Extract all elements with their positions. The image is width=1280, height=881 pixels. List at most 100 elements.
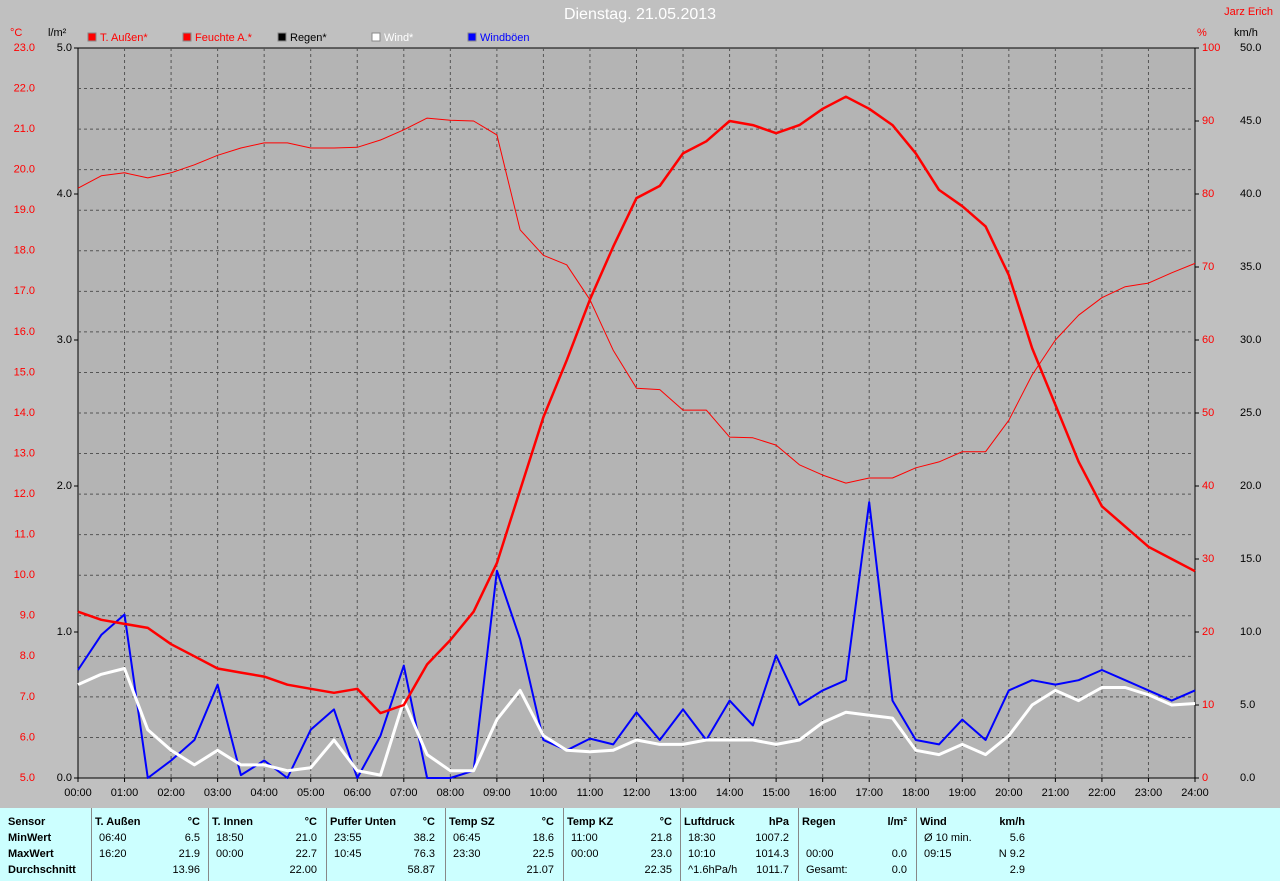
y-tick-label: 7.0: [20, 691, 35, 703]
x-tick-label: 05:00: [297, 787, 325, 799]
legend-swatch: [467, 32, 477, 42]
y-tick-label: 15.0: [14, 366, 35, 378]
cell-time: 23:55: [334, 832, 362, 844]
series-line: [77, 95, 1196, 715]
cell-value: 0.0: [891, 848, 907, 860]
y2-axis-label: %: [1197, 27, 1207, 39]
cell-time: 00:00: [216, 848, 244, 860]
y2-tick-label: 20: [1202, 626, 1214, 638]
cell-value: 18.6: [532, 832, 554, 844]
x-tick-label: 13:00: [669, 787, 697, 799]
x-tick-label: 16:00: [809, 787, 837, 799]
y-tick-label: 16.0: [14, 326, 35, 338]
x-tick-label: 10:00: [530, 787, 558, 799]
row-label: Sensor: [8, 816, 46, 828]
y-tick-label: 14.0: [14, 407, 35, 419]
x-tick-label: 02:00: [157, 787, 185, 799]
cell-time: 23:30: [453, 848, 481, 860]
legend-label: Windböen: [480, 32, 530, 44]
cell-time: ^1.6hPa/h: [688, 864, 738, 876]
y2-tick-label: 50: [1202, 407, 1214, 419]
y-tick-label: 12.0: [14, 488, 35, 500]
y3-tick-label: 3.0: [57, 334, 72, 346]
x-tick-label: 03:00: [204, 787, 232, 799]
cell-value: 21.07: [526, 864, 554, 876]
y2-tick-label: 70: [1202, 261, 1214, 273]
cell-time: 18:50: [216, 832, 244, 844]
x-tick-label: 12:00: [623, 787, 651, 799]
cell-time: 06:40: [99, 832, 127, 844]
y-tick-label: 8.0: [20, 650, 35, 662]
y3-tick-label: 4.0: [57, 188, 72, 200]
series-line: [77, 667, 1196, 777]
row-label: Durchschnitt: [8, 864, 76, 876]
author: Jarz Erich: [1224, 6, 1273, 18]
x-tick-label: 09:00: [483, 787, 511, 799]
separator: [798, 808, 799, 881]
cell-value: 21.8: [650, 832, 672, 844]
y4-tick-label: 25.0: [1240, 407, 1261, 419]
cell-value: 22.35: [644, 864, 672, 876]
y2-tick-label: 90: [1202, 115, 1214, 127]
group-header: Temp KZ: [567, 816, 614, 828]
x-tick-label: 22:00: [1088, 787, 1116, 799]
y4-axis-label: km/h: [1234, 27, 1258, 39]
cell-value: 5.6: [1009, 832, 1025, 844]
cell-value: 1014.3: [755, 848, 789, 860]
y2-tick-label: 0: [1202, 772, 1208, 784]
x-tick-label: 00:00: [64, 787, 92, 799]
cell-value: 22.5: [532, 848, 554, 860]
legend-label: Feuchte A.*: [195, 32, 253, 44]
series-line: [77, 117, 1196, 484]
x-tick-label: 15:00: [762, 787, 790, 799]
legend-label: Wind*: [384, 32, 414, 44]
row-label: MinWert: [8, 832, 52, 844]
group-unit: °C: [541, 816, 554, 828]
cell-time: 10:10: [688, 848, 716, 860]
cell-time: 00:00: [571, 848, 599, 860]
group-header: Wind: [920, 816, 947, 828]
legend-swatch: [277, 32, 287, 42]
y2-tick-label: 30: [1202, 553, 1214, 565]
y4-tick-label: 5.0: [1240, 699, 1255, 711]
x-tick-label: 01:00: [111, 787, 139, 799]
y-tick-label: 17.0: [14, 285, 35, 297]
x-tick-label: 19:00: [949, 787, 977, 799]
group-unit: °C: [187, 816, 200, 828]
y3-axis-label: l/m²: [48, 27, 67, 39]
y2-tick-label: 40: [1202, 480, 1214, 492]
y-tick-label: 22.0: [14, 82, 35, 94]
y4-tick-label: 0.0: [1240, 772, 1255, 784]
y-tick-label: 18.0: [14, 245, 35, 257]
cell-value: 1007.2: [755, 832, 789, 844]
legend-label: T. Außen*: [100, 32, 148, 44]
y4-tick-label: 15.0: [1240, 553, 1261, 565]
x-tick-label: 14:00: [716, 787, 744, 799]
group-header: Luftdruck: [684, 816, 735, 828]
x-tick-label: 06:00: [343, 787, 371, 799]
y4-tick-label: 40.0: [1240, 188, 1261, 200]
separator: [326, 808, 327, 881]
group-unit: °C: [304, 816, 317, 828]
x-tick-label: 04:00: [250, 787, 278, 799]
group-header: Puffer Unten: [330, 816, 396, 828]
cell-value: 38.2: [413, 832, 435, 844]
y-tick-label: 13.0: [14, 447, 35, 459]
cell-time: 18:30: [688, 832, 716, 844]
cell-value: 76.3: [413, 848, 435, 860]
cell-time: 06:45: [453, 832, 481, 844]
cell-time: 10:45: [334, 848, 362, 860]
group-header: T. Innen: [212, 816, 253, 828]
y-tick-label: 19.0: [14, 204, 35, 216]
separator: [916, 808, 917, 881]
separator: [563, 808, 564, 881]
y2-tick-label: 10: [1202, 699, 1214, 711]
y2-tick-label: 60: [1202, 334, 1214, 346]
cell-value: 0.0: [891, 864, 907, 876]
separator: [208, 808, 209, 881]
cell-time: 16:20: [99, 848, 127, 860]
group-unit: l/m²: [887, 816, 907, 828]
y-tick-label: 20.0: [14, 164, 35, 176]
legend-swatch: [87, 32, 97, 42]
y4-tick-label: 45.0: [1240, 115, 1261, 127]
